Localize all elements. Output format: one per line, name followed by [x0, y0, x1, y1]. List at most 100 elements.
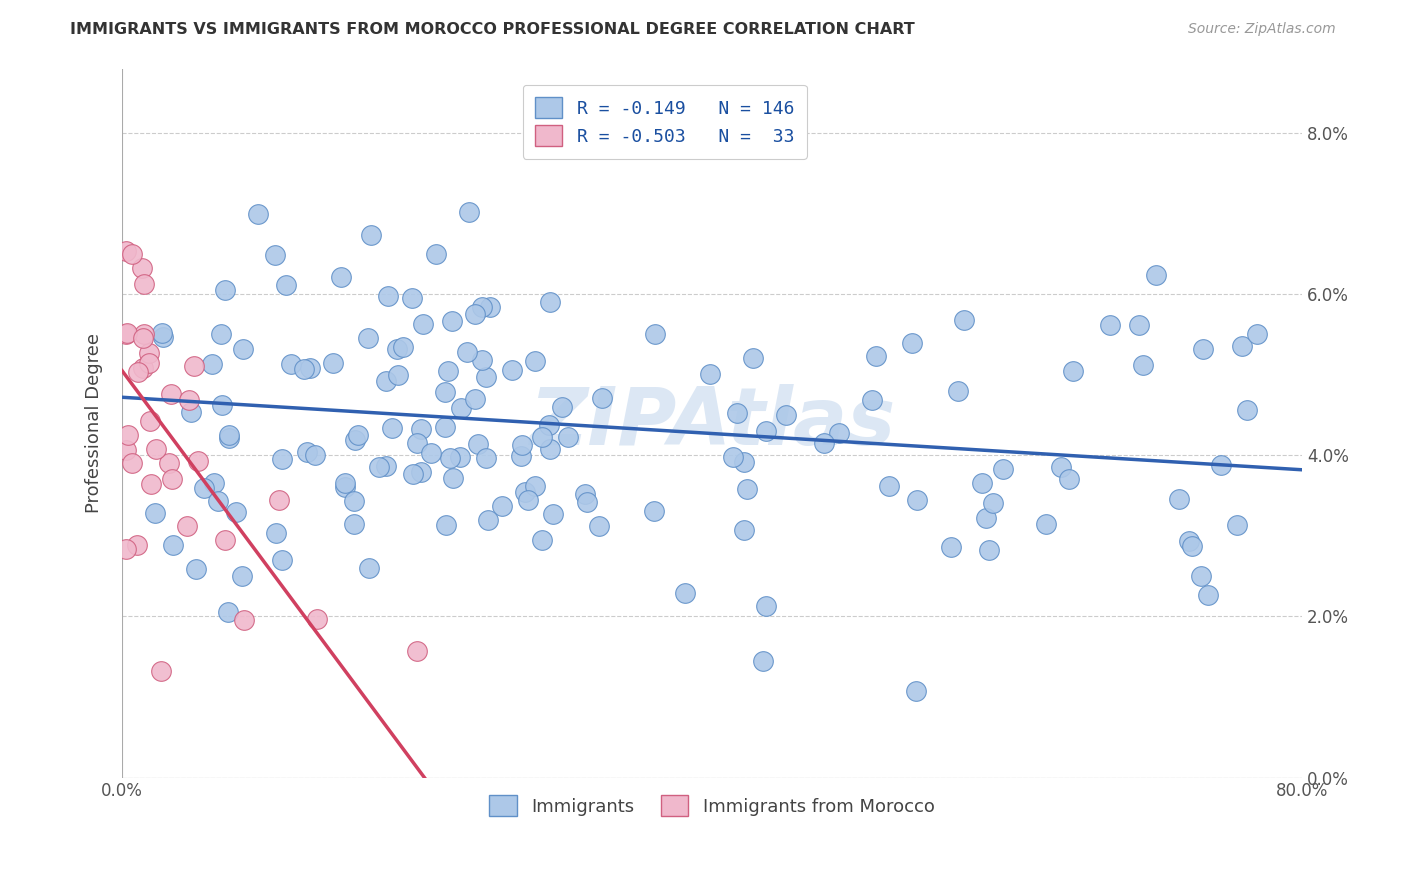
Point: [591, 391, 613, 405]
Point: [375, 374, 398, 388]
Point: [901, 336, 924, 351]
Point: [1132, 358, 1154, 372]
Point: [132, 360, 155, 375]
Point: [865, 350, 887, 364]
Point: [177, 392, 200, 407]
Point: [574, 487, 596, 501]
Point: [699, 367, 721, 381]
Point: [1192, 342, 1215, 356]
Point: [721, 450, 744, 464]
Point: [775, 408, 797, 422]
Point: [458, 205, 481, 219]
Point: [974, 511, 997, 525]
Point: [1197, 588, 1219, 602]
Point: [530, 533, 553, 547]
Point: [434, 385, 457, 400]
Point: [516, 492, 538, 507]
Point: [264, 248, 287, 262]
Point: [297, 445, 319, 459]
Point: [441, 313, 464, 327]
Point: [449, 450, 471, 464]
Point: [1246, 326, 1268, 341]
Point: [737, 482, 759, 496]
Point: [478, 300, 501, 314]
Point: [513, 485, 536, 500]
Point: [292, 361, 315, 376]
Point: [981, 496, 1004, 510]
Point: [115, 443, 138, 458]
Point: [860, 393, 883, 408]
Point: [977, 543, 1000, 558]
Point: [392, 340, 415, 354]
Point: [280, 357, 302, 371]
Point: [530, 430, 553, 444]
Point: [270, 451, 292, 466]
Point: [1226, 518, 1249, 533]
Point: [1209, 458, 1232, 472]
Point: [991, 462, 1014, 476]
Point: [433, 420, 456, 434]
Point: [471, 300, 494, 314]
Point: [501, 363, 523, 377]
Point: [725, 406, 748, 420]
Point: [1144, 268, 1167, 282]
Point: [420, 445, 443, 459]
Point: [247, 207, 270, 221]
Point: [343, 433, 366, 447]
Point: [401, 291, 423, 305]
Point: [952, 313, 974, 327]
Point: [644, 326, 666, 341]
Point: [305, 612, 328, 626]
Point: [143, 506, 166, 520]
Point: [538, 442, 561, 456]
Point: [387, 368, 409, 382]
Point: [115, 327, 138, 342]
Point: [1180, 539, 1202, 553]
Point: [132, 277, 155, 292]
Point: [347, 427, 370, 442]
Point: [1049, 460, 1071, 475]
Point: [828, 425, 851, 440]
Point: [439, 451, 461, 466]
Point: [138, 346, 160, 360]
Point: [125, 538, 148, 552]
Point: [202, 476, 225, 491]
Text: IMMIGRANTS VS IMMIGRANTS FROM MOROCCO PROFESSIONAL DEGREE CORRELATION CHART: IMMIGRANTS VS IMMIGRANTS FROM MOROCCO PR…: [70, 22, 915, 37]
Point: [121, 247, 143, 261]
Point: [412, 317, 434, 331]
Point: [575, 495, 598, 509]
Point: [139, 477, 162, 491]
Point: [121, 456, 143, 470]
Point: [267, 492, 290, 507]
Point: [193, 481, 215, 495]
Point: [1189, 569, 1212, 583]
Point: [183, 359, 205, 373]
Point: [162, 538, 184, 552]
Point: [464, 308, 486, 322]
Point: [304, 448, 326, 462]
Point: [322, 356, 344, 370]
Point: [145, 442, 167, 457]
Point: [225, 505, 247, 519]
Point: [343, 493, 366, 508]
Point: [643, 504, 665, 518]
Point: [357, 331, 380, 345]
Point: [402, 467, 425, 481]
Point: [367, 459, 389, 474]
Point: [176, 519, 198, 533]
Point: [405, 436, 427, 450]
Point: [233, 613, 256, 627]
Point: [411, 465, 433, 479]
Point: [755, 599, 778, 613]
Point: [510, 449, 533, 463]
Point: [115, 244, 138, 258]
Point: [1057, 472, 1080, 486]
Point: [1230, 339, 1253, 353]
Point: [948, 384, 970, 398]
Y-axis label: Professional Degree: Professional Degree: [86, 333, 103, 513]
Point: [523, 478, 546, 492]
Point: [538, 295, 561, 310]
Point: [271, 553, 294, 567]
Point: [1178, 534, 1201, 549]
Point: [231, 568, 253, 582]
